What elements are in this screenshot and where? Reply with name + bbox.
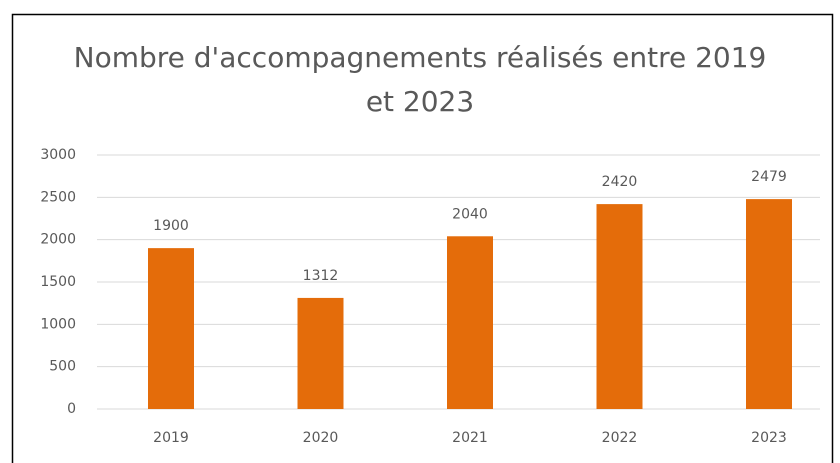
- y-tick-label: 0: [67, 401, 76, 417]
- data-label: 1312: [303, 268, 339, 284]
- chart-border: [11, 13, 834, 463]
- bar: [447, 236, 493, 409]
- data-label: 2479: [751, 169, 787, 185]
- x-tick-label: 2022: [602, 430, 638, 446]
- y-tick-label: 1000: [40, 316, 76, 332]
- x-tick-label: 2021: [452, 430, 488, 446]
- data-label: 2040: [452, 206, 488, 222]
- bar: [297, 297, 344, 409]
- y-tick-label: 2000: [40, 232, 76, 248]
- y-tick-label: 1500: [40, 274, 76, 290]
- data-label: 2420: [602, 174, 638, 190]
- bar: [596, 204, 643, 409]
- bar: [148, 248, 194, 409]
- x-tick-label: 2023: [751, 430, 787, 446]
- y-tick-label: 2500: [40, 189, 76, 205]
- data-label: 1900: [153, 218, 189, 234]
- x-tick-label: 2020: [303, 430, 339, 446]
- x-tick-label: 2019: [153, 430, 189, 446]
- chart-title: Nombre d'accompagnements réalisés entre …: [73, 41, 767, 118]
- bar: [746, 199, 792, 409]
- y-tick-label: 500: [49, 359, 76, 375]
- y-tick-label: 3000: [40, 147, 76, 163]
